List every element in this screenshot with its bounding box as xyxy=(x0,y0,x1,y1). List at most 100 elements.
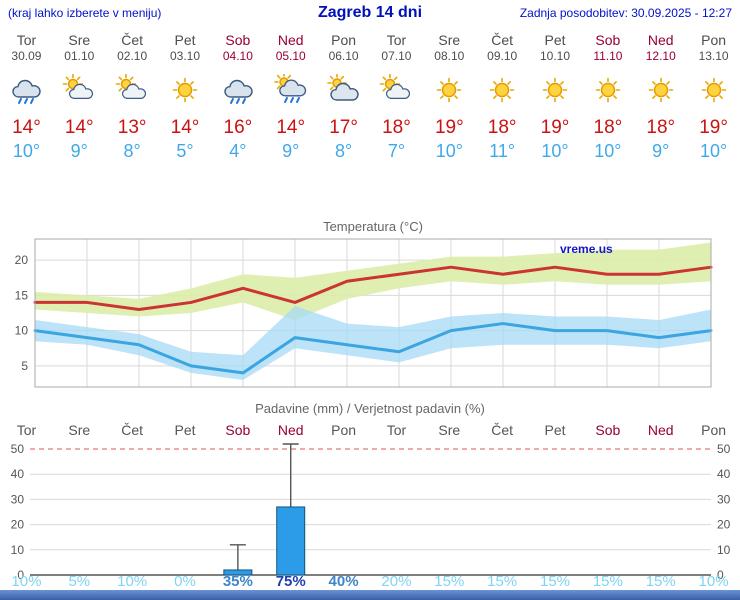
day-max-temp: 14° xyxy=(276,117,306,138)
day-min-temp: 4° xyxy=(229,141,247,161)
day-max-temp: 16° xyxy=(223,117,253,138)
day-column: Sre 01.10 14° 9° xyxy=(53,28,106,163)
day-max-temp: 19° xyxy=(540,117,570,138)
precip-probability: 15% xyxy=(593,573,623,590)
day-max-temp: 18° xyxy=(487,117,517,138)
partly-cloudy-icon xyxy=(115,74,147,99)
day-max-temp: 19° xyxy=(434,117,464,138)
day-min-temp: 11° xyxy=(489,141,516,161)
max-range-band xyxy=(35,242,711,321)
day-name: Pet xyxy=(174,32,196,48)
temperature-chart: Temperatura (°C) 5 10 15 20 vreme.us xyxy=(15,219,713,388)
day-max-temp: 13° xyxy=(117,117,147,138)
place-picker-hint: (kraj lahko izberete v meniju) xyxy=(8,6,162,20)
rain-icon xyxy=(224,79,253,104)
precip-day-label: Pon xyxy=(331,422,356,438)
precip-day-label: Pet xyxy=(544,422,565,438)
day-min-temp: 10° xyxy=(12,141,41,161)
precip-y-tick-left: 0 xyxy=(17,568,24,582)
day-min-temp: 9° xyxy=(70,141,88,161)
day-name: Pon xyxy=(331,32,357,48)
watermark-link[interactable]: vreme.us xyxy=(560,242,613,256)
temp-plot-border xyxy=(34,238,712,388)
precip-day-label: Tor xyxy=(387,422,407,438)
temp-y-tick: 10 xyxy=(15,324,29,338)
temp-y-tick: 15 xyxy=(15,288,29,302)
min-range-band xyxy=(35,305,711,380)
precip-day-label: Čet xyxy=(121,422,143,438)
day-name: Sre xyxy=(438,32,461,48)
precip-y-tick-right: 20 xyxy=(717,518,731,532)
sunny-icon xyxy=(701,77,726,103)
precip-day-label: Tor xyxy=(17,422,37,438)
precip-y-tick-left: 20 xyxy=(11,518,25,532)
precip-probability: 10% xyxy=(699,573,729,590)
day-min-temp: 10° xyxy=(699,141,728,161)
precip-probability: 0% xyxy=(174,573,196,590)
precip-y-tick-left: 10 xyxy=(11,543,25,557)
day-max-temp: 18° xyxy=(646,117,676,138)
precip-day-label: Sob xyxy=(595,422,620,438)
day-max-temp: 18° xyxy=(593,117,623,138)
temperature-chart-title: Temperatura (°C) xyxy=(323,219,423,234)
day-date: 06.10 xyxy=(328,49,359,63)
day-min-temp: 10° xyxy=(594,141,622,161)
precip-y-tick-right: 40 xyxy=(717,467,731,481)
day-name: Ned xyxy=(277,32,304,48)
day-name: Sob xyxy=(595,32,621,48)
sunny-icon xyxy=(172,77,198,103)
precip-probability: 15% xyxy=(540,573,570,590)
precip-y-tick-left: 50 xyxy=(11,442,25,456)
precip-gridlines xyxy=(30,448,711,576)
day-column: Tor 30.09 14° 10° xyxy=(0,28,53,163)
day-max-temp: 14° xyxy=(170,117,200,138)
precip-chart-title: Padavine (mm) / Verjetnost padavin (%) xyxy=(255,401,485,416)
precip-day-label: Ned xyxy=(648,422,674,438)
partly-cloudy-icon xyxy=(380,74,411,99)
day-name: Sre xyxy=(68,32,91,48)
precip-probability: 75% xyxy=(276,573,306,590)
day-column: Pet 03.10 14° 5° xyxy=(159,28,212,163)
day-column: Pon 13.10 19° 10° xyxy=(687,28,740,163)
day-date: 10.10 xyxy=(540,49,571,63)
precip-day-label: Sob xyxy=(225,422,250,438)
day-min-temp: 5° xyxy=(176,141,194,161)
rain-sun-icon xyxy=(273,74,306,103)
precip-day-label: Pet xyxy=(174,422,195,438)
last-update-text: Zadnja posodobitev: 30.09.2025 - 12:27 xyxy=(519,6,732,20)
day-max-temp: 19° xyxy=(699,117,728,138)
precip-probability: 10% xyxy=(117,573,147,590)
precip-y-tick-right: 50 xyxy=(717,442,731,456)
precip-day-label: Ned xyxy=(278,422,304,438)
day-column: Pet 10.10 19° 10° xyxy=(529,28,582,163)
precip-probability: 35% xyxy=(223,573,253,590)
precip-day-label: Pon xyxy=(701,422,726,438)
menu-bar[interactable] xyxy=(0,590,740,600)
day-max-temp: 14° xyxy=(64,117,94,138)
rain-icon xyxy=(12,79,42,104)
cloudy-icon xyxy=(326,74,359,101)
day-min-temp: 8° xyxy=(123,141,141,161)
day-column: Čet 02.10 13° 8° xyxy=(106,28,159,163)
day-column: Sre 08.10 19° 10° xyxy=(423,28,476,163)
precip-day-label: Sre xyxy=(68,422,90,438)
temp-y-tick: 5 xyxy=(21,359,28,373)
precip-y-tick-right: 10 xyxy=(717,543,731,557)
day-date: 11.10 xyxy=(593,49,623,63)
precipitation-chart: Padavine (mm) / Verjetnost padavin (%) To… xyxy=(11,401,731,590)
day-max-temp: 18° xyxy=(382,117,411,138)
day-date: 01.10 xyxy=(64,49,95,63)
day-date: 08.10 xyxy=(434,49,465,63)
day-column: Sob 11.10 18° 10° xyxy=(581,28,634,163)
day-name: Čet xyxy=(491,32,514,48)
day-max-temp: 17° xyxy=(329,117,358,138)
day-column: Ned 12.10 18° 9° xyxy=(634,28,687,163)
precip-probability: 15% xyxy=(434,573,464,590)
forecast-days-strip: Tor 30.09 14° 10° Sre 01.10 14° 9° Čet 02.10 13° 8°… xyxy=(0,28,740,163)
precip-day-label: Čet xyxy=(491,422,513,438)
page-title: Zagreb 14 dni xyxy=(317,4,423,21)
day-name: Tor xyxy=(386,32,407,48)
day-name: Pet xyxy=(544,32,566,48)
day-min-temp: 9° xyxy=(282,141,300,161)
day-date: 07.10 xyxy=(381,49,412,63)
